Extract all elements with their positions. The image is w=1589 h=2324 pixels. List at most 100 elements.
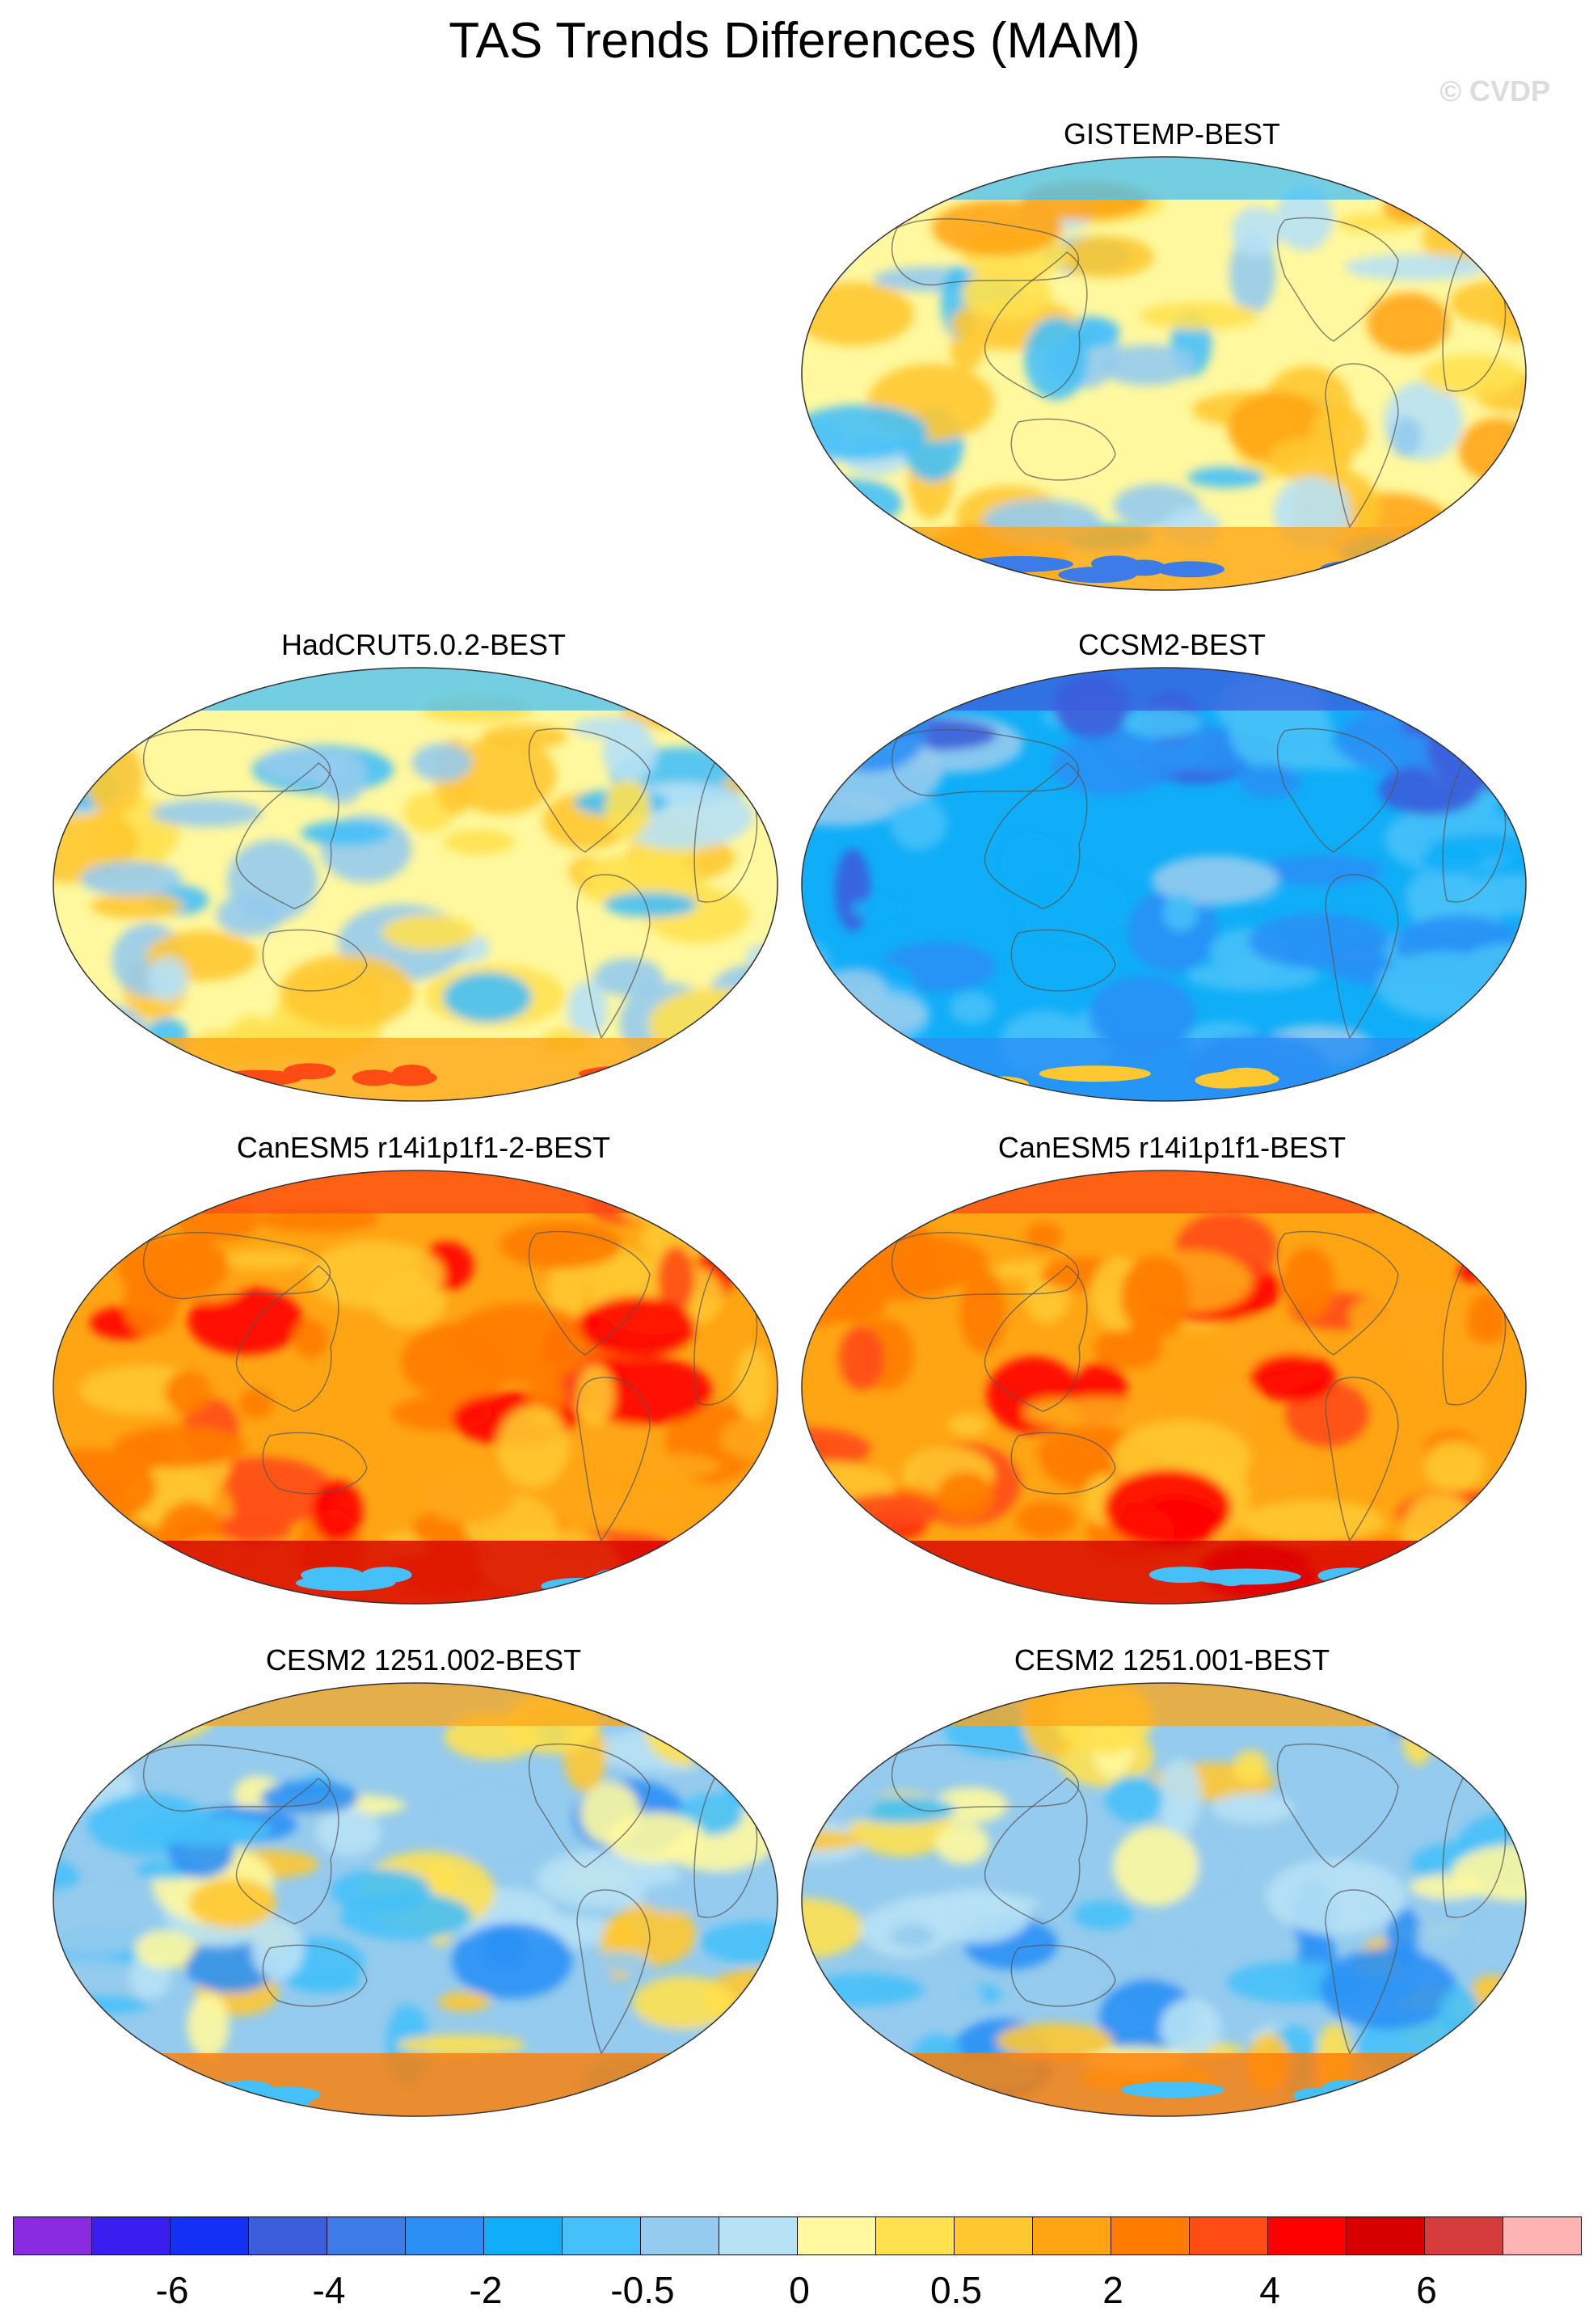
coastline xyxy=(984,1778,1088,1925)
contour-patch xyxy=(150,799,262,827)
contour-patch xyxy=(839,1326,884,1390)
contour-patch xyxy=(187,1993,230,2059)
colorbar-tick-label: 0.5 xyxy=(930,2269,982,2311)
coastline xyxy=(576,874,651,1040)
contour-patch xyxy=(802,404,928,461)
copyright-watermark: © CVDP xyxy=(1439,74,1550,108)
colorbar-segment xyxy=(13,2216,92,2255)
panel-title: CanESM5 r14i1p1f1-2-BEST xyxy=(236,1131,611,1164)
contour-patch xyxy=(870,1572,940,1589)
contour-patch xyxy=(301,820,391,846)
contour-patch xyxy=(802,513,867,584)
contour-patch xyxy=(802,558,823,575)
contour-patch xyxy=(591,2085,676,2102)
contour-patch xyxy=(107,1545,158,1572)
coastline xyxy=(262,1432,368,1495)
coastline xyxy=(1325,363,1399,529)
contour-patch xyxy=(1101,1942,1193,1974)
contour-patch xyxy=(934,1787,1009,1824)
contour-patch xyxy=(225,1250,311,1270)
contour-patch xyxy=(929,1575,968,1592)
contour-patch xyxy=(1344,254,1487,280)
antarctic-band xyxy=(53,2053,778,2116)
arctic-band xyxy=(802,1683,1526,1726)
coastline xyxy=(1010,418,1116,481)
contour-patch xyxy=(1250,1353,1337,1402)
contour-patch xyxy=(1149,1567,1216,1584)
colorbar-segment xyxy=(1111,2216,1190,2255)
contour-patch xyxy=(1456,1077,1509,1093)
contour-patch xyxy=(156,1577,214,1593)
contour-patch xyxy=(384,1069,437,1086)
contour-patch xyxy=(816,690,928,773)
colorbar-segment xyxy=(640,2216,719,2255)
contour-patch xyxy=(806,1522,892,1580)
contour-patch xyxy=(802,2091,868,2108)
contour-patch xyxy=(53,2079,115,2096)
contour-patch xyxy=(95,1523,166,1578)
contour-patch xyxy=(78,1691,215,1744)
coastline xyxy=(1325,1889,1399,2055)
contour-patch xyxy=(1374,1577,1427,1594)
contour-patch xyxy=(1215,1570,1249,1587)
colorbar-segment xyxy=(875,2216,955,2255)
contour-patch xyxy=(602,723,657,782)
contour-patch xyxy=(641,1881,705,1913)
map-outline xyxy=(53,667,778,1102)
contour-patch xyxy=(53,1958,141,1986)
contour-patch xyxy=(657,1246,695,1314)
contour-patch xyxy=(1320,1947,1457,2030)
contour-patch xyxy=(53,2089,85,2106)
map-outline xyxy=(801,1682,1527,2117)
map-cesm2-002 xyxy=(52,1681,779,2118)
contour-patch xyxy=(443,829,516,855)
contour-patch xyxy=(1058,567,1137,584)
contour-patch xyxy=(147,956,188,1002)
contour-patch xyxy=(1428,833,1526,860)
contour-patch xyxy=(396,2035,526,2056)
arctic-band xyxy=(802,157,1526,200)
contour-patch xyxy=(802,500,868,574)
contour-patch xyxy=(317,749,366,804)
coastline xyxy=(1325,1377,1399,1542)
coastline xyxy=(984,762,1088,909)
colorbar-segment xyxy=(1032,2216,1111,2255)
contour-patch xyxy=(1025,1221,1063,1251)
contour-patch xyxy=(1452,1189,1526,1242)
map-ccsm2 xyxy=(800,666,1528,1103)
contour-patch xyxy=(950,992,995,1024)
coastline xyxy=(1010,929,1116,992)
contour-patch xyxy=(851,898,904,920)
contour-patch xyxy=(315,1808,382,1856)
contour-patch xyxy=(1229,954,1265,988)
map-canesm5-2 xyxy=(52,1169,779,1605)
contour-patch xyxy=(710,1856,747,1937)
contour-patch xyxy=(937,1471,994,1521)
contour-patch xyxy=(1015,1501,1077,1539)
contour-patch xyxy=(928,554,961,571)
robinson-map xyxy=(53,1682,778,2117)
contour-patch xyxy=(805,215,848,279)
contour-patch xyxy=(802,1068,877,1085)
coastline xyxy=(143,729,331,797)
colorbar-tick-label: 6 xyxy=(1416,2269,1437,2311)
contour-patch xyxy=(807,1972,925,2007)
contour-patch xyxy=(802,697,855,780)
contour-patch xyxy=(53,711,104,789)
contour-patch xyxy=(164,1370,212,1415)
contour-patch xyxy=(883,1077,977,1094)
coastline xyxy=(528,728,651,853)
contour-patch xyxy=(221,2081,274,2097)
contour-patch xyxy=(339,1892,472,1940)
contour-patch xyxy=(802,213,866,246)
colorbar-tick-label: -4 xyxy=(312,2269,346,2311)
colorbar-segment xyxy=(1267,2216,1347,2255)
contour-patch xyxy=(891,1924,936,1948)
robinson-map xyxy=(801,667,1527,1102)
contour-patch xyxy=(70,1067,167,1084)
contour-patch xyxy=(352,1069,396,1086)
contour-patch xyxy=(586,1951,650,1973)
contour-patch xyxy=(1376,951,1513,1019)
colorbar-segment xyxy=(1424,2216,1503,2255)
panel-title: CESM2 1251.002-BEST xyxy=(265,1643,582,1677)
